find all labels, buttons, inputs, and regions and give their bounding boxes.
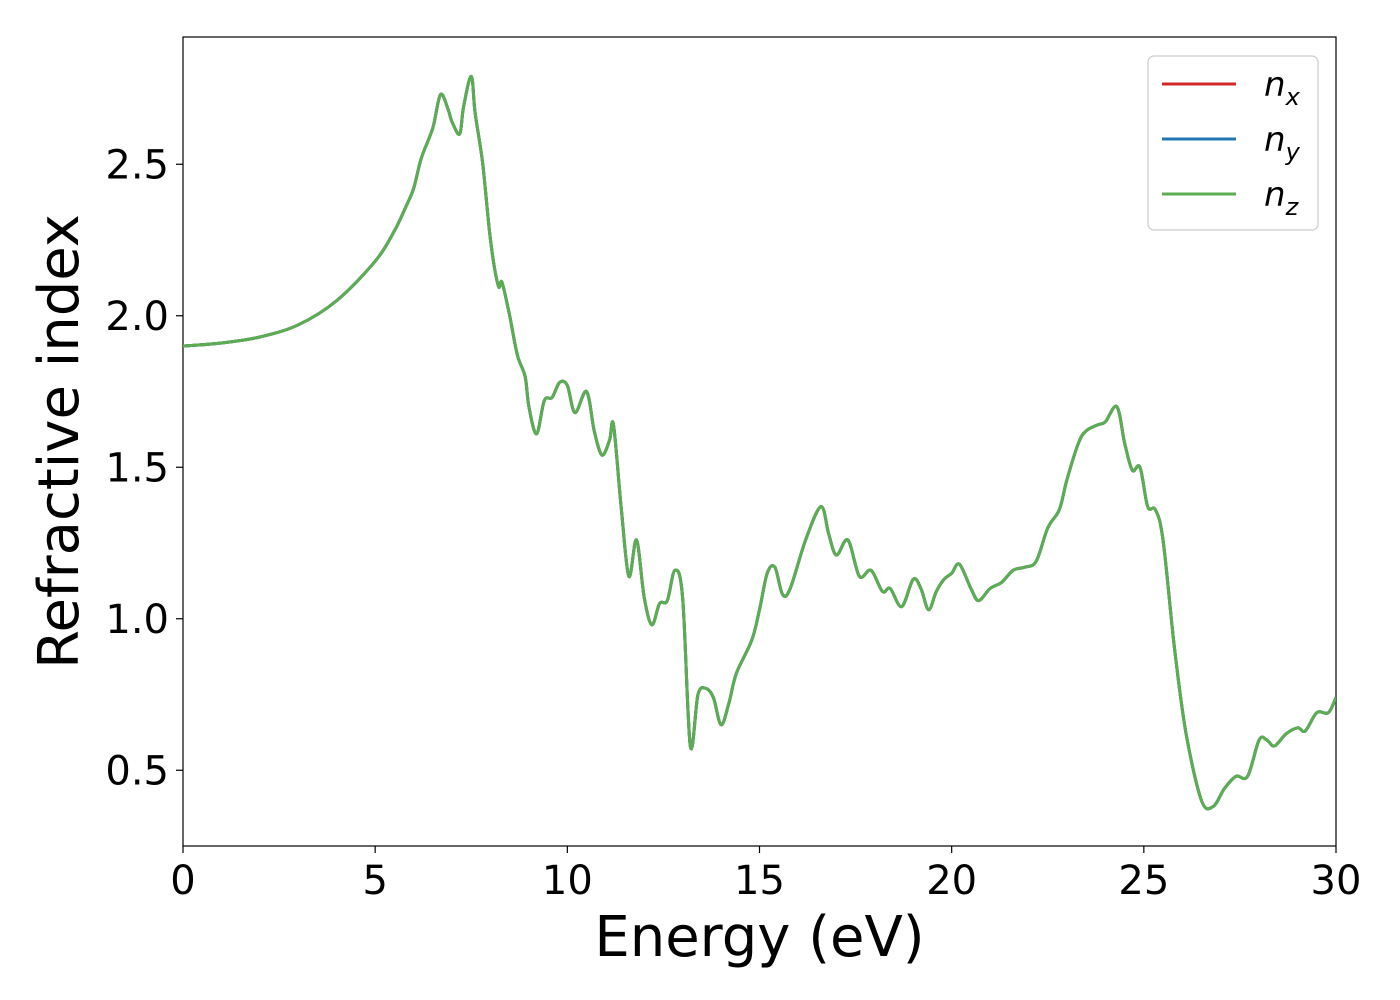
legend-label-nx: nx (1264, 65, 1301, 111)
y-tick-label: 1.0 (105, 597, 169, 643)
y-tick-label: 2.0 (105, 294, 169, 340)
legend-box (1147, 55, 1319, 231)
x-tick-label: 15 (734, 858, 785, 904)
legend-label-base: n (1264, 120, 1286, 160)
series-line-nz (183, 74, 1336, 811)
x-tick-label: 0 (170, 858, 195, 904)
legend-label-ny: ny (1264, 120, 1301, 166)
x-axis-label: Energy (eV) (594, 905, 924, 970)
x-tick-label: 30 (1311, 858, 1362, 904)
legend-label-base: n (1264, 65, 1286, 105)
y-tick-label: 0.5 (105, 748, 169, 794)
x-tick-label: 25 (1118, 858, 1169, 904)
legend-label-nz: nz (1264, 175, 1300, 221)
series-layer (183, 74, 1336, 811)
x-axis-ticks: 0 5 10 15 20 25 30 (170, 846, 1361, 904)
x-tick-label: 5 (362, 858, 387, 904)
legend-label-subscript: x (1285, 83, 1301, 111)
legend-label-subscript: z (1285, 193, 1300, 221)
y-tick-label: 1.5 (105, 445, 169, 491)
legend-label-subscript: y (1285, 138, 1301, 166)
y-axis-label: Refractive index (27, 214, 92, 669)
legend-label-base: n (1264, 175, 1286, 215)
y-tick-label: 2.5 (105, 142, 169, 188)
y-axis-ticks: 0.5 1.0 1.5 2.0 2.5 (105, 142, 183, 794)
plot-area (182, 36, 1337, 847)
x-tick-label: 20 (926, 858, 977, 904)
x-tick-label: 10 (542, 858, 593, 904)
